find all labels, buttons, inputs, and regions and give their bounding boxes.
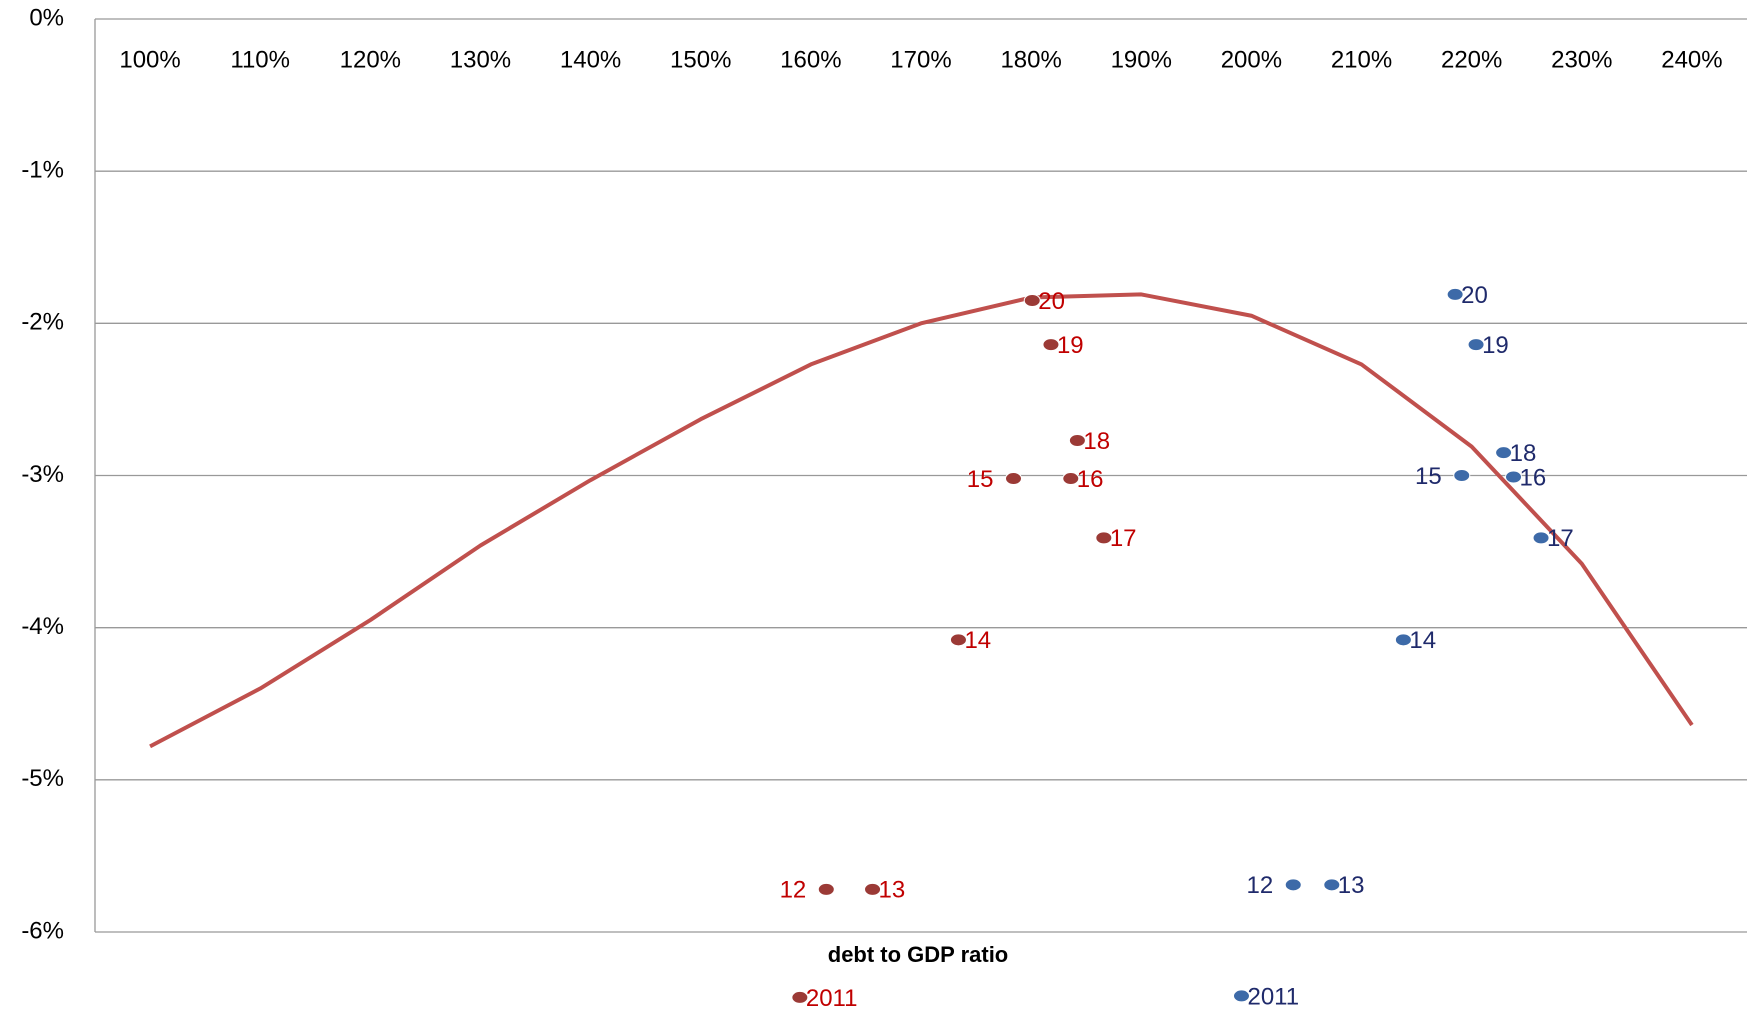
point-label: 20: [1038, 288, 1065, 315]
point: [1394, 633, 1412, 647]
point: [1232, 989, 1250, 1003]
point-label: 2011: [806, 985, 858, 1012]
x-tick-label: 100%: [119, 46, 180, 73]
x-tick-label: 160%: [780, 46, 841, 73]
point-label: 16: [1520, 464, 1547, 491]
point-label: 13: [1338, 872, 1365, 899]
point: [1284, 878, 1302, 892]
point-label: 13: [879, 877, 906, 904]
point-label: 19: [1057, 332, 1084, 359]
point-label: 18: [1083, 428, 1110, 455]
point-label: 15: [967, 466, 994, 493]
x-tick-label: 230%: [1551, 46, 1612, 73]
point-label: 12: [1247, 872, 1274, 899]
x-tick-label: 190%: [1111, 46, 1172, 73]
point-label: 16: [1077, 466, 1104, 493]
x-tick-label: 150%: [670, 46, 731, 73]
point-label: 17: [1547, 525, 1574, 552]
point: [1023, 294, 1041, 308]
point-label: 14: [1409, 627, 1436, 654]
point-label: 14: [964, 627, 991, 654]
point: [1095, 531, 1113, 545]
point-label: 18: [1510, 440, 1537, 467]
x-tick-label: 110%: [230, 46, 290, 73]
x-tick-label: 140%: [560, 46, 621, 73]
point: [1467, 338, 1485, 352]
x-tick-label: 210%: [1331, 46, 1392, 73]
point: [1323, 878, 1341, 892]
point-label: 17: [1110, 525, 1137, 552]
y-tick-label: -4%: [21, 613, 64, 640]
point-label: 15: [1415, 463, 1442, 490]
y-tick-label: -6%: [21, 917, 64, 944]
point: [1495, 446, 1513, 460]
x-tick-label: 220%: [1441, 46, 1502, 73]
y-tick-label: -3%: [21, 461, 64, 488]
y-tick-label: -5%: [21, 765, 64, 792]
point: [1505, 470, 1523, 484]
x-tick-label: 200%: [1221, 46, 1282, 73]
point: [949, 633, 967, 647]
point: [1532, 531, 1550, 545]
point: [1446, 287, 1464, 301]
point-label: 12: [780, 877, 807, 904]
point-label: 2011: [1247, 983, 1299, 1010]
y-tick-label: 0%: [29, 4, 64, 31]
y-tick-label: -1%: [21, 157, 64, 184]
point-label: 20: [1461, 282, 1488, 309]
trend-line: [149, 292, 1694, 749]
point: [817, 882, 835, 896]
x-tick-label: 120%: [340, 46, 401, 73]
point-label: 19: [1482, 332, 1509, 359]
x-axis-title: debt to GDP ratio: [828, 942, 1009, 967]
point: [1453, 469, 1471, 482]
point: [1042, 338, 1060, 352]
point: [1068, 434, 1086, 448]
x-tick-label: 240%: [1661, 46, 1722, 73]
x-tick-label: 170%: [890, 46, 951, 73]
point: [864, 882, 882, 896]
point: [791, 990, 809, 1004]
x-tick-label: 130%: [450, 46, 511, 73]
x-tick-label: 180%: [1000, 46, 1061, 73]
y-tick-label: -2%: [21, 309, 64, 336]
point: [1062, 472, 1080, 486]
point: [1005, 472, 1023, 486]
